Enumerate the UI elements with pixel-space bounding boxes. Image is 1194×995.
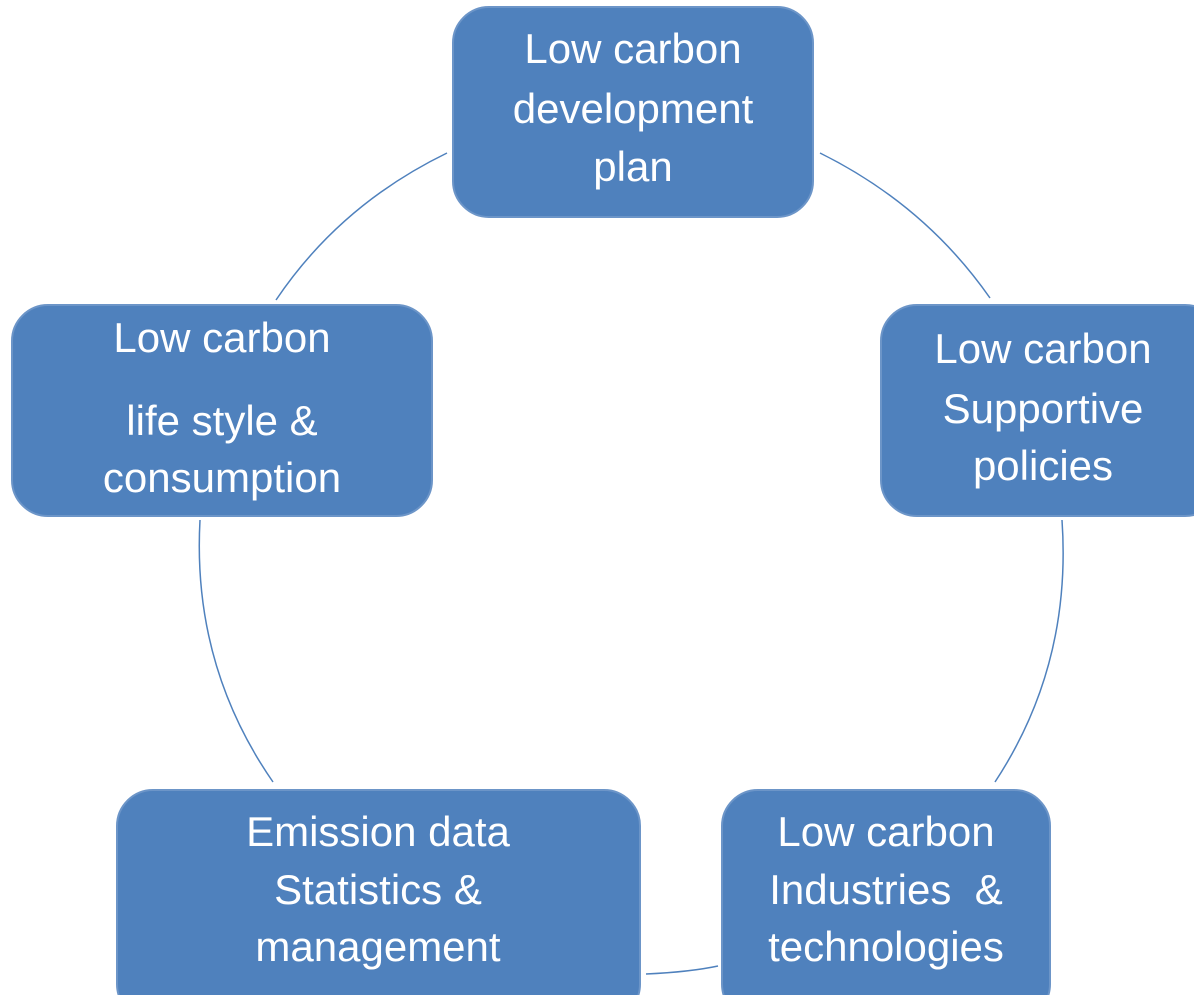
connector xyxy=(198,519,274,783)
node-text: policies xyxy=(973,442,1113,489)
node-text: plan xyxy=(593,143,672,190)
connector xyxy=(819,152,991,299)
node-text: management xyxy=(255,923,500,970)
node: Low carbon Supportive policies xyxy=(880,304,1194,517)
node-text: Low carbon xyxy=(934,325,1151,372)
node-box xyxy=(452,6,814,218)
node-text: technologies xyxy=(768,923,1004,970)
node-text: Industries & xyxy=(769,866,1002,913)
node-box xyxy=(721,789,1051,995)
node-text: life style & xyxy=(126,397,317,444)
node-text: Low carbon xyxy=(777,808,994,855)
node-box xyxy=(11,304,433,517)
connector xyxy=(994,519,1064,783)
node-text: Low carbon xyxy=(524,25,741,72)
node-box xyxy=(880,304,1194,517)
node: Low carbon life style & consumption xyxy=(11,304,433,517)
node: Emission data Statistics & management xyxy=(116,789,641,995)
node-text: development xyxy=(513,85,754,132)
node-text: Low carbon xyxy=(113,314,330,361)
node-text: consumption xyxy=(103,454,341,501)
node-text: Emission data xyxy=(246,808,510,855)
node: Low carbon development plan xyxy=(452,6,814,218)
connector xyxy=(275,152,448,301)
connector xyxy=(645,965,719,975)
node-text: Supportive xyxy=(943,385,1144,432)
node-box xyxy=(116,789,641,995)
node-text: Statistics & xyxy=(274,866,482,913)
node: Low carbon Industries & technologies xyxy=(721,789,1051,995)
